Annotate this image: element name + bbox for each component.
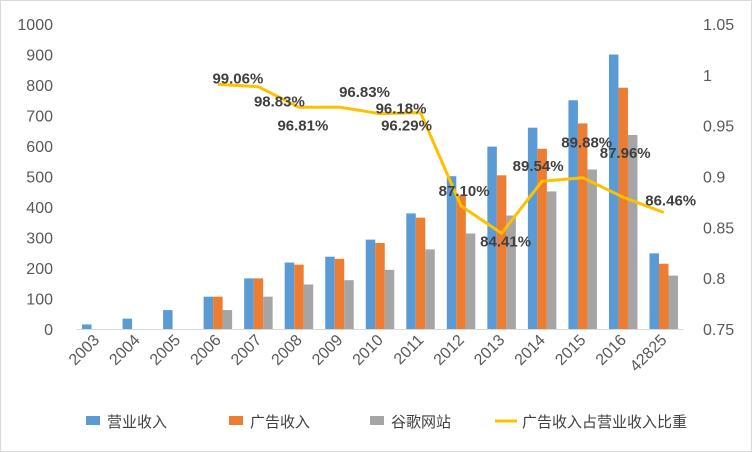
- right-axis: 0.75 0.8 0.85 0.9 0.95 1 1.05: [703, 17, 734, 339]
- bar-1-2007: [244, 278, 254, 329]
- bar-3-2014: [546, 191, 557, 329]
- x-tick-label: 2007: [228, 332, 265, 369]
- x-tick-label: 2010: [350, 332, 387, 369]
- right-tick-label: 0.9: [703, 170, 725, 187]
- ratio-labels: 99.06% 98.83% 96.81% 96.83%96.18%96.29% 87.1…: [212, 70, 696, 250]
- ratio-data-label: 96.29%: [381, 118, 432, 135]
- x-tick-label: 2014: [512, 332, 549, 369]
- bar-3-2013: [506, 215, 516, 329]
- x-tick-label: 2008: [269, 332, 306, 369]
- x-tick-label: 2004: [106, 332, 143, 369]
- legend-label: 广告收入占营业收入比重: [522, 414, 687, 431]
- x-tick-label: 2016: [593, 332, 630, 369]
- x-tick-label: 2011: [391, 332, 427, 368]
- ratio-data-label: 87.96%: [600, 145, 651, 162]
- bar-2-2008: [294, 264, 304, 329]
- right-tick-label: 0.8: [703, 271, 725, 288]
- bar-3-2008: [303, 284, 314, 329]
- bar-2-2009: [334, 258, 345, 329]
- legend-swatch: [229, 416, 243, 425]
- left-tick-label: 800: [26, 78, 53, 95]
- right-tick-label: 0.95: [703, 119, 734, 136]
- bar-1-2003: [82, 324, 92, 329]
- bar-1-2011: [406, 213, 416, 329]
- left-tick-label: 900: [26, 48, 53, 65]
- left-tick-label: 200: [26, 261, 53, 278]
- bar-2-2013: [496, 175, 507, 329]
- bar-3-2012: [465, 233, 476, 329]
- bar-3-2010: [384, 269, 395, 329]
- x-tick-label: 2006: [188, 332, 225, 369]
- legend: 营业收入 广告收入 谷歌网站 广告收入占营业收入比重: [86, 414, 687, 431]
- bar-2-2006: [213, 296, 223, 329]
- x-tick-label: 2003: [66, 332, 103, 369]
- left-tick-label: 700: [26, 109, 53, 126]
- bar-1-2012: [446, 176, 457, 329]
- left-tick-label: 600: [26, 139, 53, 156]
- x-tick-label: 2005: [147, 332, 184, 369]
- x-axis: 2003 2004 2005 2006 2007 2008 2009 2010 2011 2012…: [66, 329, 684, 376]
- legend-swatch: [86, 416, 100, 425]
- bar-2-2011: [415, 217, 426, 329]
- bar-1-2006: [203, 296, 214, 329]
- bar-3-2007: [263, 296, 273, 329]
- x-tick-label: 2015: [552, 332, 589, 369]
- bar-3-2006: [222, 310, 233, 329]
- bar-1-2008: [284, 262, 295, 329]
- bar-1-2009: [325, 256, 335, 329]
- left-tick-label: 300: [26, 231, 53, 248]
- bar-1-2014: [527, 127, 538, 329]
- bar-1-2005: [163, 310, 173, 329]
- ratio-data-label: 87.10%: [439, 183, 490, 200]
- right-tick-label: 1: [703, 68, 712, 85]
- right-tick-label: 1.05: [703, 17, 734, 34]
- bar-2-2010: [375, 242, 385, 329]
- x-tick-label: 2009: [309, 332, 346, 369]
- ratio-line: [217, 82, 665, 235]
- legend-label: 谷歌网站: [391, 414, 451, 431]
- bar-2-2016: [618, 87, 628, 330]
- bar-2-2007: [253, 278, 264, 329]
- legend-label: 营业收入: [107, 414, 167, 431]
- left-tick-label: 0: [44, 322, 53, 339]
- ratio-data-label: 96.81%: [277, 117, 328, 134]
- left-axis: 0 100 200 300 400 500 600 700 800 900 1000: [17, 17, 53, 339]
- ratio-data-label: 89.54%: [513, 158, 564, 175]
- ratio-data-label: 89.88%: [561, 135, 612, 152]
- ratio-line-layer: [217, 82, 665, 235]
- left-tick-label: 500: [26, 170, 53, 187]
- x-tick-label: 2012: [431, 332, 468, 369]
- x-tick-label: 2013: [471, 332, 508, 369]
- ratio-data-label: 96.18%: [376, 101, 427, 118]
- bar-1-42825: [649, 253, 659, 329]
- legend-label: 广告收入: [250, 414, 310, 431]
- left-tick-label: 1000: [17, 17, 53, 34]
- bar-3-2009: [344, 280, 354, 329]
- right-tick-label: 0.85: [703, 220, 734, 237]
- left-tick-label: 400: [26, 200, 53, 217]
- bar-1-2013: [487, 146, 497, 329]
- ratio-data-label: 99.06%: [212, 70, 263, 87]
- bar-2-42825: [658, 263, 669, 329]
- left-tick-label: 100: [26, 292, 53, 309]
- bar-3-2015: [587, 169, 597, 329]
- right-tick-label: 0.75: [703, 322, 734, 339]
- bar-1-2010: [365, 239, 376, 329]
- bar-1-2015: [568, 100, 578, 329]
- bar-2-2015: [577, 123, 588, 330]
- ratio-data-label: 84.41%: [480, 233, 531, 250]
- ratio-data-label: 98.83%: [254, 94, 305, 111]
- bar-2-2012: [456, 195, 466, 329]
- bar-3-42825: [668, 275, 678, 330]
- bar-3-2016: [627, 135, 638, 329]
- legend-swatch: [370, 416, 384, 425]
- bar-3-2011: [425, 249, 435, 329]
- bar-2-2014: [537, 148, 547, 329]
- ratio-data-label: 86.46%: [645, 193, 696, 210]
- bar-1-2004: [122, 318, 133, 329]
- x-tick-label: 42825: [627, 332, 671, 376]
- ratio-data-label: 96.83%: [339, 84, 390, 101]
